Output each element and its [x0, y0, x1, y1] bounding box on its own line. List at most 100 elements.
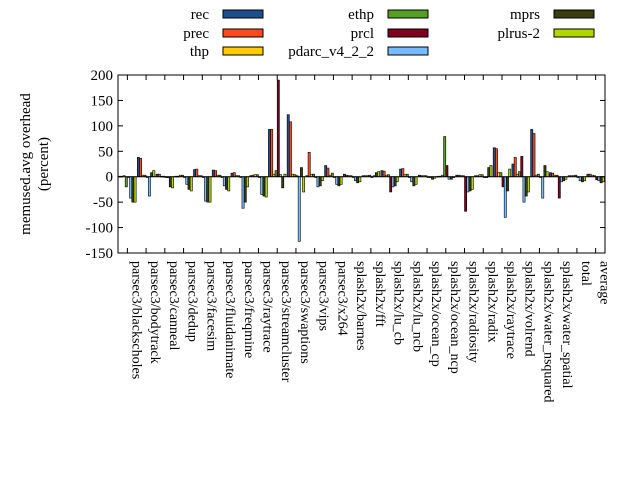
bar-rec	[211, 169, 215, 178]
bar-thp	[497, 172, 501, 178]
bar-mprs	[131, 176, 135, 203]
bar-plrus-2	[133, 176, 137, 203]
bar-rec	[193, 169, 196, 178]
bar-plrus-2	[508, 168, 512, 178]
x-tick-label: splash2x/raytrace	[503, 261, 518, 359]
x-tick-label: parsec3/blackscholes	[128, 261, 143, 379]
bar-mprs	[300, 167, 303, 178]
y-axis-label-line: (percent)	[36, 137, 52, 191]
x-tick-label: parsec3/raytrace	[259, 261, 274, 353]
x-tick-label: splash2x/radix	[484, 261, 499, 343]
bar-prec	[401, 168, 405, 178]
bar-plrus-2	[227, 176, 231, 192]
bar-prec	[139, 158, 143, 178]
y-tick-label: 200	[91, 68, 114, 84]
bar-plrus-2	[377, 171, 380, 178]
bar-prcl	[276, 79, 280, 178]
x-tick-label: parsec3/vips	[316, 261, 331, 331]
legend-swatch	[387, 46, 429, 56]
bar-mprs	[356, 176, 360, 184]
bar-plrus-2	[189, 176, 193, 192]
bar-rec	[230, 172, 234, 178]
bar-prcl	[557, 176, 561, 199]
bar-plrus-2	[358, 176, 362, 183]
bar-prec	[307, 152, 311, 178]
bar-prec	[270, 129, 274, 178]
x-tick-label: splash2x/volrend	[522, 261, 537, 357]
bar-pdarc_v4_2_2	[503, 176, 507, 218]
bar-rec	[549, 172, 552, 178]
legend-label: prcl	[351, 26, 374, 42]
bar-plrus-2	[320, 176, 324, 182]
bar-pdarc_v4_2_2	[335, 176, 339, 185]
bar-rec	[511, 163, 515, 178]
bar-ethp	[124, 176, 128, 188]
bar-plrus-2	[264, 176, 268, 198]
bar-prec	[289, 121, 292, 178]
bar-pdarc_v4_2_2	[578, 176, 582, 182]
bar-mprs	[468, 176, 472, 192]
x-tick-label: splash2x/ocean_cp	[428, 261, 443, 367]
bar-pdarc_v4_2_2	[354, 176, 357, 182]
x-tick-label: average	[597, 261, 612, 305]
bar-rec	[530, 129, 534, 178]
x-tick-label: splash2x/ocean_ncp	[447, 261, 462, 374]
bar-mprs	[337, 176, 341, 187]
bar-prec	[532, 133, 536, 178]
bar-prec	[382, 170, 386, 178]
legend-swatch	[222, 9, 264, 19]
legend-label: mprs	[510, 7, 540, 23]
bar-mprs	[150, 172, 154, 178]
bar-mprs	[543, 165, 547, 178]
x-tick-label: parsec3/x264	[334, 261, 349, 336]
y-tick-label: -150	[86, 246, 114, 262]
bar-ethp	[443, 136, 447, 178]
bar-ethp	[499, 172, 503, 178]
bar-ethp	[518, 171, 522, 178]
x-tick-label: parsec3/facesim	[203, 261, 218, 351]
bar-rec	[399, 168, 403, 178]
x-tick-label: splash2x/radiosity	[466, 261, 481, 363]
x-tick-label: parsec3/fluidanimate	[222, 261, 237, 378]
legend-label: plrus-2	[498, 26, 541, 42]
bar-pdarc_v4_2_2	[222, 176, 226, 187]
bar-pdarc_v4_2_2	[148, 176, 151, 197]
bar-rec	[380, 170, 384, 178]
x-tick-label: total	[578, 261, 593, 286]
bar-prec	[214, 170, 217, 178]
bar-mprs	[168, 176, 172, 188]
bar-plrus-2	[583, 176, 587, 182]
bar-prec	[513, 157, 517, 178]
legend-label: thp	[190, 44, 209, 60]
x-tick-label: splash2x/lu_ncb	[409, 261, 424, 352]
bar-prec	[232, 172, 236, 178]
bar-plrus-2	[208, 176, 212, 203]
legend-swatch	[387, 28, 429, 38]
bar-pdarc_v4_2_2	[129, 176, 133, 199]
bar-mprs	[262, 176, 266, 197]
bar-prcl	[520, 156, 524, 178]
bar-mprs	[187, 176, 191, 190]
legend-swatch	[553, 28, 595, 38]
bar-prec	[495, 148, 498, 178]
y-axis: -150 -100 -50 0 50 100 150 200	[86, 68, 605, 262]
bar-rec	[492, 147, 496, 178]
bar-mprs	[412, 176, 416, 187]
bar-plrus-2	[395, 176, 399, 183]
bar-mprs	[225, 176, 228, 190]
bar-pdarc_v4_2_2	[185, 176, 189, 185]
bar-prcl	[445, 165, 449, 178]
bar-pdarc_v4_2_2	[522, 176, 526, 203]
bar-pdarc_v4_2_2	[241, 176, 245, 209]
bar-mprs	[524, 176, 528, 197]
x-tick-label: parsec3/dedup	[185, 261, 200, 342]
bar-rec	[324, 165, 328, 178]
bar-pdarc_v4_2_2	[597, 176, 601, 182]
bar-plrus-2	[414, 176, 418, 185]
y-axis-label: memused.avg overhead (percent)	[18, 93, 52, 235]
bar-plrus-2	[339, 176, 343, 185]
bar-prec	[551, 172, 555, 178]
x-tick-label: parsec3/freqmine	[241, 261, 256, 358]
y-axis-label-line: memused.avg overhead	[18, 93, 34, 235]
